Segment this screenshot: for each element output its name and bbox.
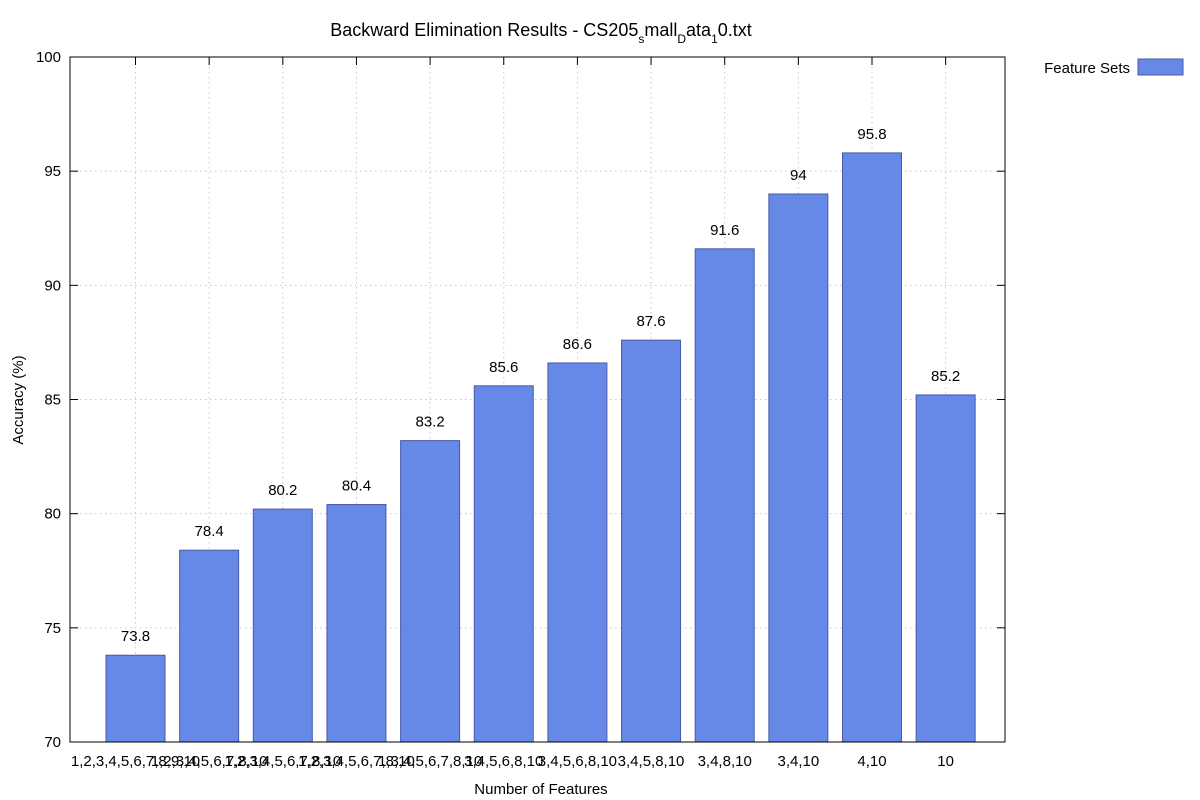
bar [842,152,902,743]
chart-title-main: Backward Elimination Results - CS205 [330,20,638,40]
x-tick-label: 3,4,8,10 [698,753,752,770]
y-tick-label: 75 [44,620,61,637]
bar-value-label: 80.2 [268,482,297,499]
x-tick-label: 3,4,5,8,10 [618,753,685,770]
chart-title-mid-2: ata [686,20,712,40]
legend: Feature Sets [1044,58,1184,77]
label-layer: 70 75 80 85 90 95 100 73.8 1,2,3,4,5,6,7,8,9,10 7… [36,49,960,770]
bar-value-label: 87.6 [636,313,665,330]
x-tick-label: 3,4,5,6,8,10 [464,753,543,770]
bar [473,385,534,743]
bar-value-label: 80.4 [342,478,371,495]
bar-value-label: 85.6 [489,359,518,376]
x-tick-label: 4,10 [857,753,886,770]
x-tick-label: 3,4,5,6,8,10 [538,753,617,770]
y-axis-label: Accuracy (%) [10,355,27,444]
bar [547,362,608,743]
legend-label: Feature Sets [1044,60,1130,77]
y-tick-label: 80 [44,506,61,523]
y-tick-label: 100 [36,49,61,66]
bar-value-label: 94 [790,167,807,184]
chart-title: Backward Elimination Results - CS205smal… [330,20,752,46]
bar [621,339,682,743]
bar [326,504,387,743]
bar-value-label: 91.6 [710,222,739,239]
bar [179,549,240,743]
bar [768,193,829,743]
chart-title-end: 0.txt [718,20,752,40]
x-tick-label: 10 [937,753,954,770]
bar [252,508,313,743]
chart-title-mid-1: mall [644,20,677,40]
bar [400,440,461,743]
chart-title-sub-2: D [677,32,686,46]
plot-frame [69,56,1006,743]
bar [694,248,755,743]
bar-value-label: 78.4 [195,523,224,540]
y-tick-label: 95 [44,163,61,180]
bar-value-label: 83.2 [415,414,444,431]
legend-swatch [1137,58,1184,76]
bar [915,394,976,743]
bar-value-label: 86.6 [563,336,592,353]
x-tick-label: 1,2,3,4,5,6,7,8,10 [298,753,415,770]
y-tick-label: 70 [44,734,61,751]
x-axis-label: Number of Features [474,781,607,798]
x-tick-label: 3,4,10 [777,753,819,770]
bar-value-label: 95.8 [857,126,886,143]
bar-value-label: 85.2 [931,368,960,385]
chart-title-sub-3: 1 [711,32,718,46]
y-tick-label: 85 [44,392,61,409]
x-tick-label: 1,3,4,5,6,7,8,10 [378,753,482,770]
chart-title-sub-1: s [638,32,644,46]
x-tick-label: 1,2,3,4,5,6,7,8,9,10 [71,753,200,770]
bar-layer [105,152,976,743]
bar [105,654,166,743]
bar-value-label: 73.8 [121,628,150,645]
y-tick-label: 90 [44,277,61,294]
x-tick-label: 1,2,3,4,5,6,7,8,10 [224,753,341,770]
x-tick-label: 1,2,3,4,5,6,7,8,10 [151,753,268,770]
